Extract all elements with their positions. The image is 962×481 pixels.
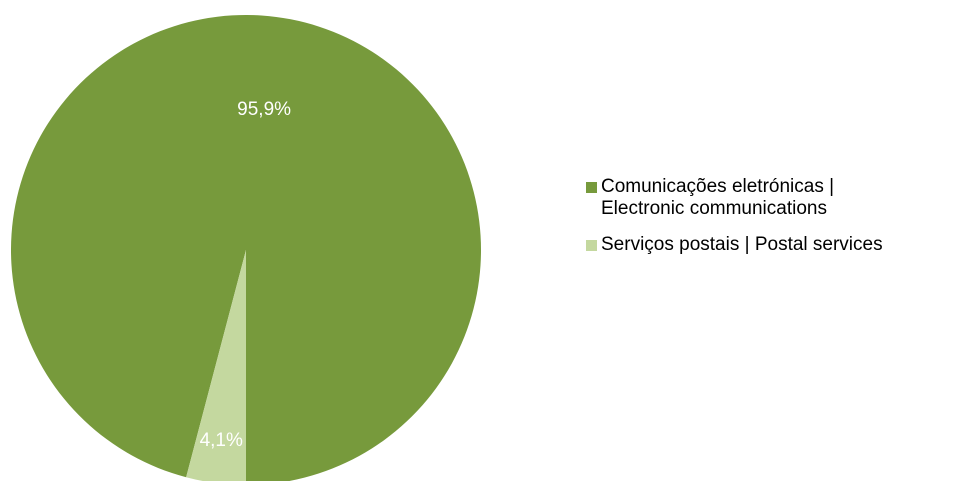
legend: Comunicações eletrónicas | Electronic co…: [586, 176, 958, 270]
legend-label-electronic-communications: Comunicações eletrónicas | Electronic co…: [601, 176, 835, 219]
legend-item-postal-services: Serviços postais | Postal services: [586, 234, 958, 256]
pie-chart: 95,9% 4,1%: [11, 15, 482, 481]
legend-label-postal-services: Serviços postais | Postal services: [601, 234, 883, 255]
pie-slice-postal-services: [186, 250, 246, 481]
legend-swatch-postal-services: [586, 240, 597, 251]
slice-label-postal-services: 4,1%: [200, 430, 243, 451]
pie-slice-electronic-communications: [11, 15, 482, 481]
legend-item-electronic-communications: Comunicações eletrónicas | Electronic co…: [586, 176, 958, 220]
slice-label-electronic-communications: 95,9%: [237, 99, 291, 120]
legend-swatch-electronic-communications: [586, 182, 597, 193]
